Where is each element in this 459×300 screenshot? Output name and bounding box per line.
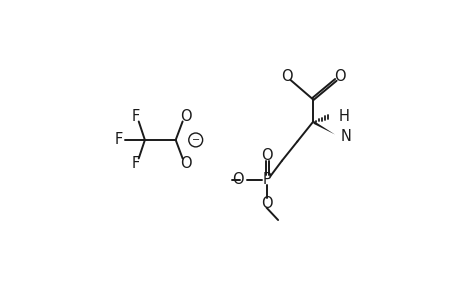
Text: O: O (179, 109, 191, 124)
Text: O: O (231, 172, 243, 188)
Text: −: − (191, 135, 199, 145)
Text: H: H (338, 109, 349, 124)
Polygon shape (313, 121, 334, 135)
Text: O: O (260, 196, 272, 211)
Text: O: O (179, 155, 191, 170)
Text: O: O (280, 68, 292, 83)
Text: N: N (340, 129, 351, 144)
Text: O: O (260, 148, 272, 163)
Text: F: F (131, 109, 140, 124)
Text: O: O (333, 68, 345, 83)
Text: F: F (131, 155, 140, 170)
Text: P: P (262, 172, 270, 188)
Text: F: F (114, 133, 123, 148)
